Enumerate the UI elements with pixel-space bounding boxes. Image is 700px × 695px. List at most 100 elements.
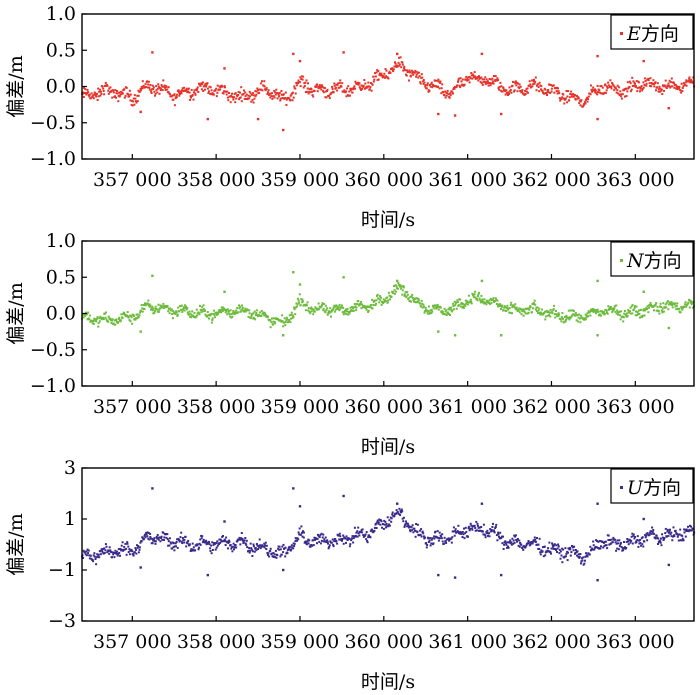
data-point xyxy=(139,541,142,544)
data-point xyxy=(645,534,648,537)
data-point xyxy=(136,546,139,549)
data-point xyxy=(411,297,414,299)
data-point xyxy=(648,82,651,85)
data-point xyxy=(141,80,144,83)
data-point xyxy=(676,88,679,91)
data-point xyxy=(154,542,157,545)
data-point xyxy=(244,542,247,545)
data-point xyxy=(649,77,652,80)
data-point xyxy=(114,89,117,92)
data-point xyxy=(215,542,218,544)
data-point xyxy=(141,87,144,90)
data-point xyxy=(453,308,456,311)
data-point xyxy=(675,85,678,88)
data-point xyxy=(521,546,524,549)
data-point xyxy=(514,303,517,306)
data-point xyxy=(92,560,95,563)
data-point xyxy=(174,313,177,315)
data-point xyxy=(169,541,172,544)
data-point xyxy=(386,516,389,519)
data-point xyxy=(93,318,96,321)
data-point xyxy=(558,552,561,555)
data-point xyxy=(611,81,614,84)
data-point xyxy=(255,90,258,93)
data-point xyxy=(431,310,434,313)
data-point xyxy=(671,539,674,542)
data-point xyxy=(127,545,130,548)
data-point xyxy=(440,535,443,538)
data-point xyxy=(548,311,551,314)
data-point xyxy=(341,304,343,307)
data-point xyxy=(684,81,687,84)
data-point xyxy=(565,314,568,317)
data-point xyxy=(257,89,259,92)
data-point xyxy=(508,86,511,89)
y-tick-label: 0.0 xyxy=(46,303,76,325)
data-point xyxy=(524,312,527,315)
data-point xyxy=(243,89,245,92)
data-point xyxy=(367,311,370,313)
data-point xyxy=(216,84,219,87)
y-tick-label: 0.5 xyxy=(46,266,76,288)
data-point xyxy=(449,94,452,97)
x-tick-label: 362 000 xyxy=(512,396,591,418)
data-point xyxy=(266,315,269,318)
data-point xyxy=(639,87,642,90)
data-point xyxy=(175,310,178,313)
data-point xyxy=(172,310,175,312)
data-point xyxy=(596,546,599,549)
data-point xyxy=(286,552,289,555)
data-point xyxy=(238,536,241,539)
data-point xyxy=(499,81,502,84)
data-point xyxy=(400,508,403,511)
data-point xyxy=(133,103,136,106)
data-point xyxy=(604,83,607,86)
data-point xyxy=(527,91,529,94)
data-point xyxy=(609,539,611,541)
data-point xyxy=(505,310,508,312)
data-point xyxy=(478,297,481,300)
data-point xyxy=(639,90,641,93)
data-point xyxy=(550,87,553,90)
data-point xyxy=(408,69,411,72)
data-point xyxy=(609,307,612,310)
data-point xyxy=(151,542,154,545)
data-point xyxy=(562,97,565,100)
data-point xyxy=(684,303,687,306)
data-point xyxy=(492,82,495,85)
data-point xyxy=(363,79,366,81)
data-point xyxy=(183,309,186,312)
data-point xyxy=(284,321,287,323)
x-tick-label: 363 000 xyxy=(596,169,675,191)
data-point xyxy=(246,309,249,312)
x-tick-label: 361 000 xyxy=(428,631,507,653)
data-point xyxy=(467,78,470,81)
data-point xyxy=(131,104,134,107)
data-point xyxy=(264,89,267,92)
data-point xyxy=(244,310,247,313)
data-point xyxy=(356,303,358,305)
data-point xyxy=(228,92,230,94)
data-point xyxy=(390,517,393,520)
data-point xyxy=(128,553,131,556)
data-point xyxy=(691,527,694,530)
data-point xyxy=(641,89,644,92)
data-point xyxy=(440,311,443,314)
data-point xyxy=(594,89,597,92)
data-point xyxy=(285,316,288,319)
data-point xyxy=(684,535,687,538)
data-point xyxy=(495,303,498,305)
data-point xyxy=(472,76,475,79)
outlier-point xyxy=(139,110,142,114)
data-point xyxy=(615,542,618,545)
data-point xyxy=(408,299,411,302)
data-point xyxy=(587,310,590,313)
data-point xyxy=(259,544,262,547)
data-point xyxy=(347,85,350,88)
plot-frame xyxy=(81,467,695,622)
data-point xyxy=(227,311,230,314)
data-point xyxy=(456,299,459,302)
data-point xyxy=(400,285,403,288)
data-point xyxy=(328,94,331,97)
data-point xyxy=(135,101,138,104)
